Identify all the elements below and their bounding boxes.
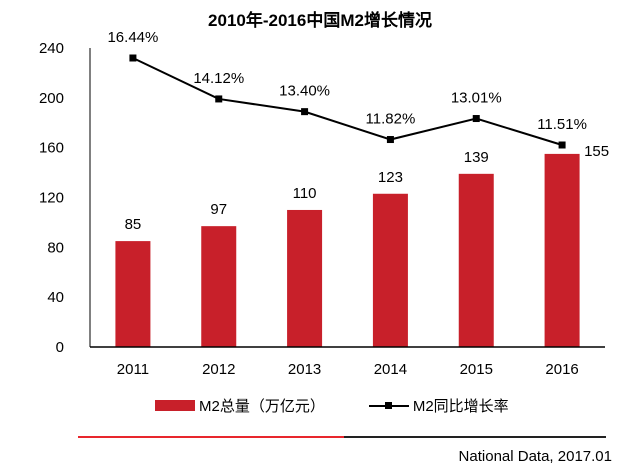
growth-rate-line [132, 57, 563, 146]
bar-m2-total [287, 209, 323, 347]
y-tick-label: 240 [39, 40, 64, 57]
bar-data-label: 155 [584, 143, 609, 160]
growth-rate-marker [386, 136, 394, 144]
bar-m2-total [201, 226, 237, 347]
bar-m2-total [115, 241, 151, 347]
bar-data-label: 139 [464, 149, 489, 166]
bar-m2-total [458, 173, 494, 347]
y-tick-label: 40 [47, 289, 64, 306]
bar-data-label: 110 [293, 185, 317, 202]
bar-data-label: 123 [378, 169, 403, 186]
legend-line-swatch [368, 400, 409, 411]
chart-title: 2010年-2016中国M2增长情况 [208, 11, 432, 30]
growth-rate-marker [472, 115, 480, 123]
legend-label-m2-total: M2总量（万亿元） [199, 398, 325, 415]
legend-item-m2-growth: M2同比增长率 [368, 395, 509, 416]
legend-bar-swatch [155, 400, 195, 411]
growth-rate-marker [301, 108, 309, 116]
x-tick-label: 2014 [374, 361, 407, 378]
x-tick-label: 2016 [545, 361, 578, 378]
y-tick-label: 200 [39, 90, 64, 107]
footer-rule-black [344, 436, 606, 438]
growth-rate-marker [558, 141, 566, 149]
growth-rate-label: 14.12% [193, 70, 244, 87]
growth-rate-label: 11.51% [537, 116, 587, 133]
growth-rate-label: 16.44% [107, 29, 158, 46]
growth-rate-label: 11.82% [366, 111, 416, 128]
growth-rate-label: 13.40% [279, 83, 330, 100]
x-tick-label: 2012 [202, 361, 235, 378]
x-tick-label: 2011 [117, 361, 149, 378]
bar-data-label: 85 [125, 216, 142, 233]
y-tick-label: 80 [47, 239, 64, 256]
source-note: National Data, 2017.01 [458, 448, 612, 465]
legend: M2总量（万亿元） M2同比增长率 [155, 395, 553, 416]
legend-item-m2-total: M2总量（万亿元） [155, 395, 325, 416]
bar-data-label: 97 [210, 201, 227, 218]
legend-label-m2-growth: M2同比增长率 [412, 398, 509, 415]
y-tick-label: 0 [56, 339, 64, 356]
y-tick-label: 120 [39, 190, 64, 207]
growth-rate-marker [129, 54, 137, 62]
bar-m2-total [372, 193, 408, 347]
footer-rule-red [78, 436, 344, 438]
y-tick-label: 160 [39, 140, 64, 157]
growth-rate-marker [215, 95, 223, 103]
x-tick-label: 2013 [288, 361, 321, 378]
bar-m2-total [544, 153, 580, 347]
x-tick-label: 2015 [460, 361, 493, 378]
growth-rate-label: 13.01% [451, 90, 502, 107]
